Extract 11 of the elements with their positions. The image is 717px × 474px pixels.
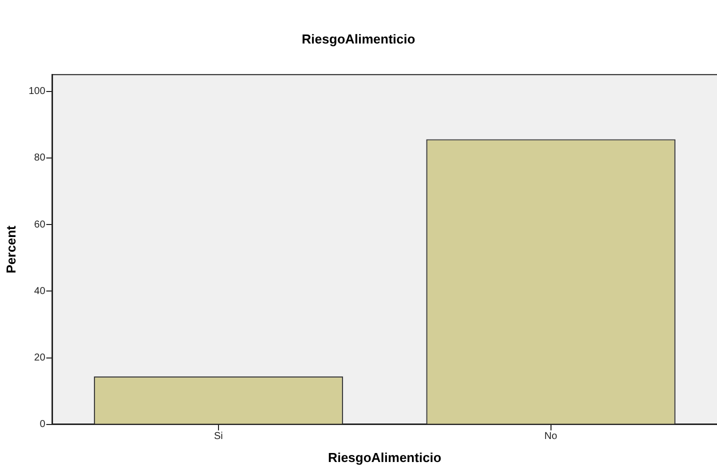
y-tick-label: 80 [34, 152, 46, 164]
x-tick-label: Si [214, 431, 223, 442]
chart-title: RiesgoAlimenticio [302, 31, 416, 46]
y-tick-label: 0 [40, 419, 46, 430]
y-tick-label: 20 [34, 352, 46, 364]
x-tick-label: No [544, 431, 558, 442]
y-tick-label: 40 [34, 286, 46, 297]
x-axis-title: RiesgoAlimenticio [328, 450, 442, 465]
y-axis-title: Percent [3, 224, 18, 274]
y-tick-label: 100 [28, 86, 46, 98]
y-tick-label: 60 [34, 219, 46, 230]
